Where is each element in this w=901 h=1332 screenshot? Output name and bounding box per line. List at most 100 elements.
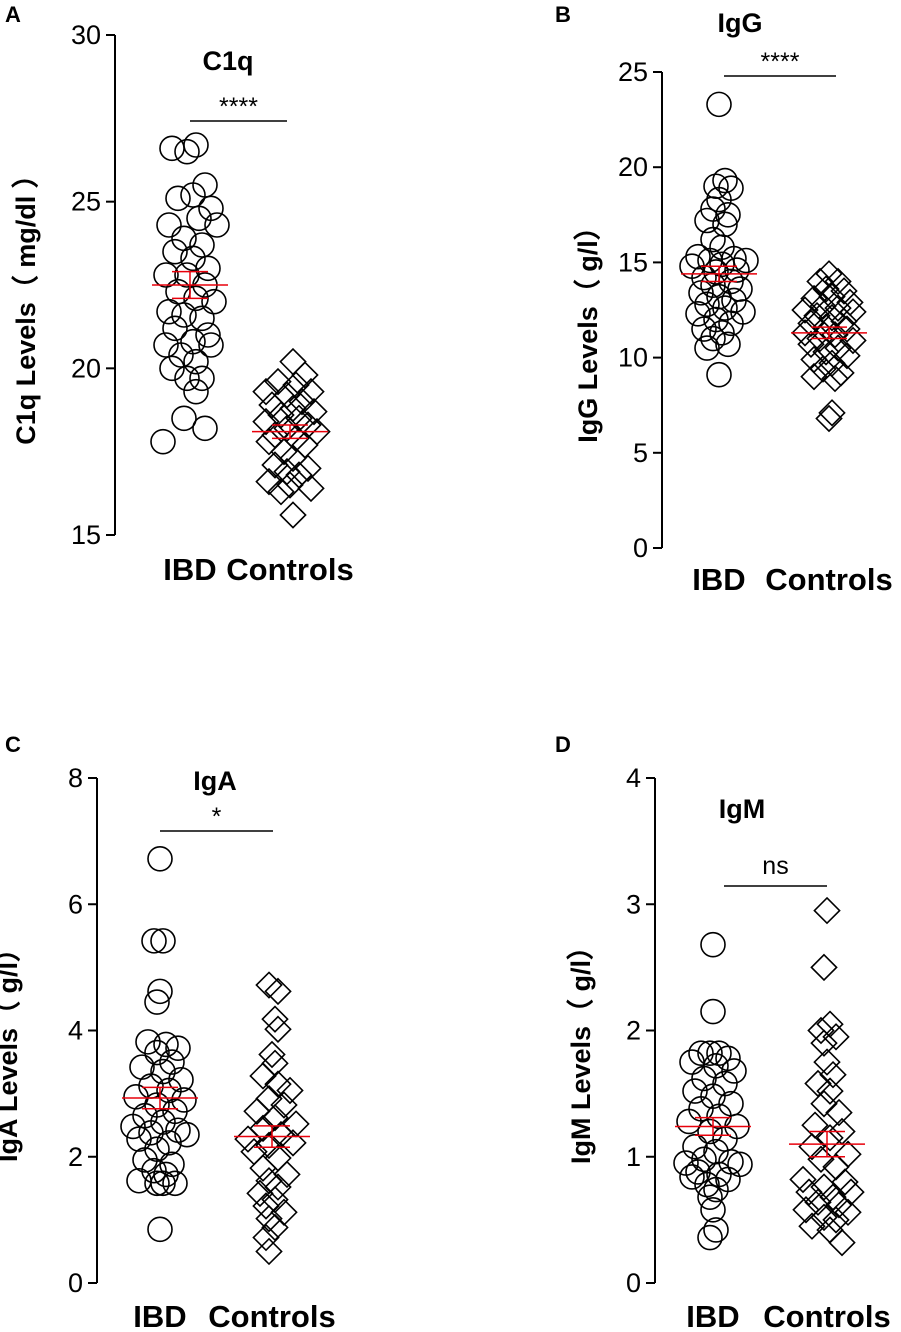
data-point-circle (156, 212, 182, 238)
data-point-circle (709, 320, 735, 346)
data-point-circle (195, 255, 221, 282)
data-point-diamond (810, 1089, 838, 1118)
data-point-diamond (249, 1114, 277, 1143)
data-point-circle (715, 331, 741, 358)
significance-label: **** (219, 93, 258, 121)
panel-letter: A (5, 2, 21, 27)
data-point-diamond (255, 971, 283, 999)
data-point-diamond (291, 431, 319, 459)
data-point-diamond (824, 267, 852, 296)
data-point-circle (703, 1217, 729, 1243)
data-point-circle (174, 1121, 200, 1148)
x-category-label: IBD (163, 552, 216, 587)
data-point-diamond (798, 1212, 826, 1240)
data-point-circle (147, 978, 173, 1005)
data-point-diamond (813, 896, 841, 925)
data-point-circle (189, 365, 215, 392)
data-point-circle (174, 365, 200, 392)
y-tick-label: 8 (68, 763, 83, 793)
panel-letter: D (555, 732, 571, 757)
x-category-label: Controls (208, 1299, 335, 1332)
data-point-diamond (252, 1223, 280, 1252)
data-point-circle (162, 238, 188, 265)
data-point-diamond (255, 467, 283, 496)
data-point-circle (183, 378, 209, 405)
data-point-diamond (264, 977, 292, 1006)
data-point-diamond (264, 1070, 292, 1098)
chart-title: IgM (719, 794, 766, 824)
data-point-circle (697, 1184, 723, 1210)
data-point-circle (183, 132, 209, 158)
data-point-circle (703, 1176, 729, 1203)
y-tick-label: 2 (68, 1142, 83, 1172)
data-point-diamond (261, 1005, 289, 1033)
data-point-diamond (252, 407, 280, 436)
data-point-circle (685, 1159, 711, 1185)
data-point-diamond (822, 1206, 850, 1234)
data-point-diamond (267, 477, 295, 506)
data-point-circle (682, 1078, 708, 1104)
data-point-circle (135, 1029, 161, 1055)
data-point-diamond (264, 1015, 292, 1043)
data-point-diamond (831, 1168, 859, 1196)
data-point-circle (132, 1147, 158, 1173)
y-tick-label: 1 (626, 1142, 641, 1172)
significance-label: **** (761, 48, 800, 76)
data-point-circle (204, 212, 230, 238)
data-point-diamond (834, 1198, 862, 1227)
data-point-circle (129, 1054, 155, 1080)
data-point-circle (186, 205, 212, 232)
y-tick-label: 2 (626, 1016, 641, 1046)
data-point-circle (159, 355, 185, 382)
data-point-circle (712, 211, 738, 238)
y-tick-label: 10 (618, 343, 648, 373)
data-point-circle (156, 1130, 182, 1156)
data-point-diamond (812, 275, 840, 303)
data-point-diamond (270, 1091, 298, 1119)
data-point-circle (192, 415, 218, 442)
panel-letter: C (5, 732, 21, 757)
data-point-diamond (818, 399, 846, 427)
data-point-diamond (255, 1237, 283, 1266)
data-point-circle (141, 928, 167, 954)
data-point-diamond (830, 307, 858, 336)
data-point-circle (171, 302, 197, 328)
data-point-diamond (249, 1062, 277, 1090)
significance-label: ns (762, 852, 788, 880)
data-point-circle (697, 247, 723, 274)
y-tick-label: 15 (618, 247, 648, 277)
significance-label: * (212, 803, 222, 831)
x-category-label: IBD (692, 562, 745, 597)
data-point-circle (162, 315, 188, 342)
data-point-diamond (252, 1192, 280, 1220)
x-category-label: IBD (686, 1299, 739, 1332)
data-point-circle (150, 928, 176, 954)
data-point-diamond (839, 326, 867, 355)
data-point-circle (715, 202, 741, 228)
data-point-diamond (822, 1023, 850, 1051)
data-point-diamond (255, 1131, 283, 1160)
data-point-circle (120, 1113, 146, 1140)
x-category-label: IBD (133, 1299, 186, 1332)
data-point-circle (159, 135, 185, 162)
y-tick-label: 20 (71, 353, 101, 383)
data-point-diamond (789, 1165, 817, 1194)
data-point-diamond (797, 330, 825, 359)
data-point-circle (150, 428, 176, 455)
data-point-diamond (243, 1097, 271, 1126)
data-point-circle (165, 185, 191, 212)
data-point-circle (171, 405, 197, 432)
data-point-diamond (834, 1140, 862, 1168)
data-point-diamond (276, 471, 304, 499)
data-point-circle (679, 1164, 705, 1190)
data-point-circle (694, 207, 720, 234)
data-point-circle (712, 167, 738, 194)
data-point-circle (144, 1170, 170, 1197)
data-point-diamond (807, 1145, 835, 1174)
data-point-circle (697, 1118, 723, 1145)
data-point-circle (691, 1146, 717, 1173)
y-axis-label: IgM Levels（ g/l） (566, 933, 596, 1164)
panel-b: B 0 5 10 15 20 25 IgG Levels（ g/l） IgG **** IBD Con… (555, 2, 893, 597)
y-tick-label: 0 (633, 533, 648, 563)
